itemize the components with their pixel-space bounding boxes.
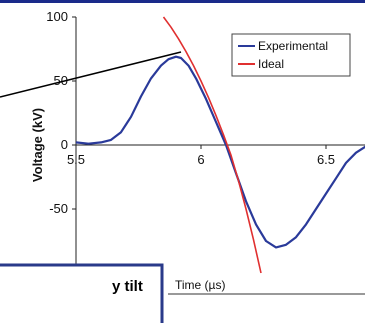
y-tick-label: 100 <box>46 9 68 24</box>
y-axis-label: Voltage (kV) <box>30 108 45 182</box>
x-tick-label: 6.5 <box>317 152 335 167</box>
legend-label-experimental: Experimental <box>258 39 328 53</box>
y-tick-label: 0 <box>61 137 68 152</box>
legend-label-ideal: Ideal <box>258 57 284 71</box>
caption-text: y tilt <box>112 278 143 295</box>
legend-box <box>231 33 351 77</box>
y-tick-label: 50 <box>54 73 68 88</box>
x-axis-label: Time (µs) <box>175 278 225 292</box>
y-tick-label: -50 <box>49 201 68 216</box>
x-tick-label: 6 <box>197 152 204 167</box>
annotation-leader-line <box>0 51 182 98</box>
caption-box <box>0 263 164 323</box>
series-line-ideal <box>162 16 262 274</box>
series-line-experimental <box>75 55 365 249</box>
legend: Experimental Ideal <box>231 33 351 77</box>
x-tick-label: 5.5 <box>67 152 85 167</box>
